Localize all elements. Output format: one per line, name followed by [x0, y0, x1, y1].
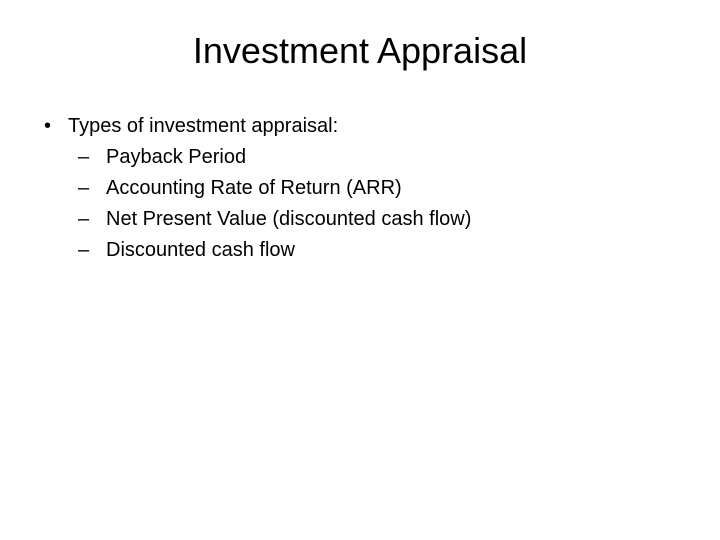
- bullet-text: Types of investment appraisal:: [68, 112, 680, 141]
- sub-bullet-marker: –: [78, 205, 106, 234]
- slide-container: Investment Appraisal • Types of investme…: [0, 0, 720, 540]
- sub-bullet-marker: –: [78, 143, 106, 172]
- slide-content: • Types of investment appraisal: – Payba…: [40, 112, 680, 265]
- bullet-item-main: • Types of investment appraisal:: [40, 112, 680, 141]
- sub-bullet-text: Discounted cash flow: [106, 236, 680, 265]
- slide-title: Investment Appraisal: [40, 30, 680, 72]
- sub-bullet-marker: –: [78, 174, 106, 203]
- sub-bullet-item: – Payback Period: [40, 143, 680, 172]
- sub-bullet-item: – Net Present Value (discounted cash flo…: [40, 205, 680, 234]
- sub-bullet-text: Payback Period: [106, 143, 680, 172]
- bullet-marker: •: [40, 112, 68, 141]
- sub-bullet-item: – Accounting Rate of Return (ARR): [40, 174, 680, 203]
- sub-bullet-text: Accounting Rate of Return (ARR): [106, 174, 680, 203]
- sub-bullet-text: Net Present Value (discounted cash flow): [106, 205, 680, 234]
- sub-bullet-item: – Discounted cash flow: [40, 236, 680, 265]
- sub-bullet-marker: –: [78, 236, 106, 265]
